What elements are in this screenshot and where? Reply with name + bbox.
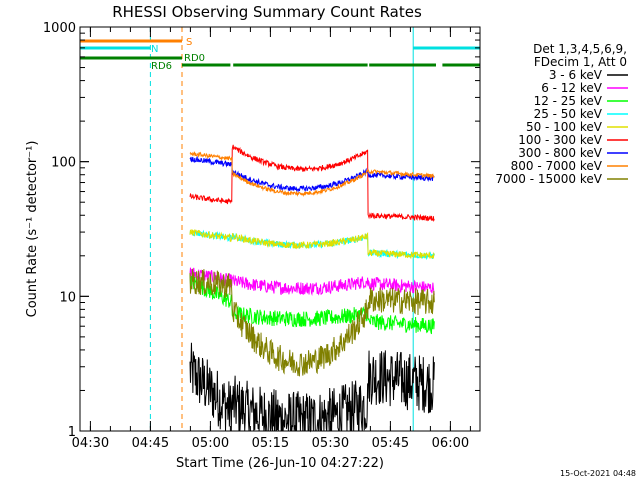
generation-timestamp: 15-Oct-2021 04:48 [560,469,636,478]
x-axis-label: Start Time (26-Jun-10 04:27:22) [176,456,384,471]
y-tick-label: 100 [51,156,76,171]
legend-label-300-800-kev: 300 - 800 keV [518,146,602,160]
flag-label-rd6: RD6 [151,61,172,72]
y-axis-label: Count Rate (s⁻¹ detector⁻¹) [25,141,40,318]
legend-header-line-1: Det 1,3,4,5,6,9, [533,42,627,56]
flag-label-rd0: RD0 [184,53,205,64]
plot-area: S N RD6 RD0 [79,27,481,433]
legend-label-50-100-kev: 50 - 100 keV [526,120,603,134]
legend-label-800-7000-kev: 800 - 7000 keV [511,159,603,173]
x-tick-label: 05:45 [372,436,409,451]
y-tick-label: 1000 [43,21,76,36]
legend-label-3-6-kev: 3 - 6 keV [549,68,603,82]
series-300-800-kev [189,155,435,194]
plot-frame [79,26,481,432]
series-3-6-kev [189,342,435,433]
series-6-12-kev [189,267,435,296]
series-800-7000-kev [189,151,435,198]
y-tick-label: 10 [59,290,76,305]
x-tick-label: 05:15 [252,436,289,451]
flag-label-n: N [151,44,158,55]
series-12-25-kev [189,274,435,335]
series-100-300-kev [189,144,435,223]
x-tick-label: 04:30 [72,436,109,451]
chart-title: RHESSI Observing Summary Count Rates [112,3,422,21]
y-tick-label: 1 [68,425,76,440]
x-tick-label: 04:45 [132,436,169,451]
series-50-100-kev [189,229,435,260]
series-7000-15000-kev [189,268,435,377]
legend: Det 1,3,4,5,6,9, FDecim 1, Att 0 3 - 6 k… [495,42,628,186]
x-tick-label: 06:00 [432,436,469,451]
legend-label-12-25-kev: 12 - 25 keV [534,94,603,108]
legend-label-25-50-kev: 25 - 50 keV [534,107,603,121]
legend-header-line-2: FDecim 1, Att 0 [534,55,627,69]
x-tick-label: 05:30 [312,436,349,451]
legend-label-6-12-kev: 6 - 12 keV [541,81,603,95]
legend-label-100-300-kev: 100 - 300 keV [518,133,602,147]
flag-label-s: S [186,37,192,48]
x-tick-label: 05:00 [192,436,229,451]
legend-label-7000-15000-kev: 7000 - 15000 keV [495,172,602,186]
axes: 1 10 100 1000 04:30 04:45 05:00 05:15 05:30 05:45… [43,21,480,451]
